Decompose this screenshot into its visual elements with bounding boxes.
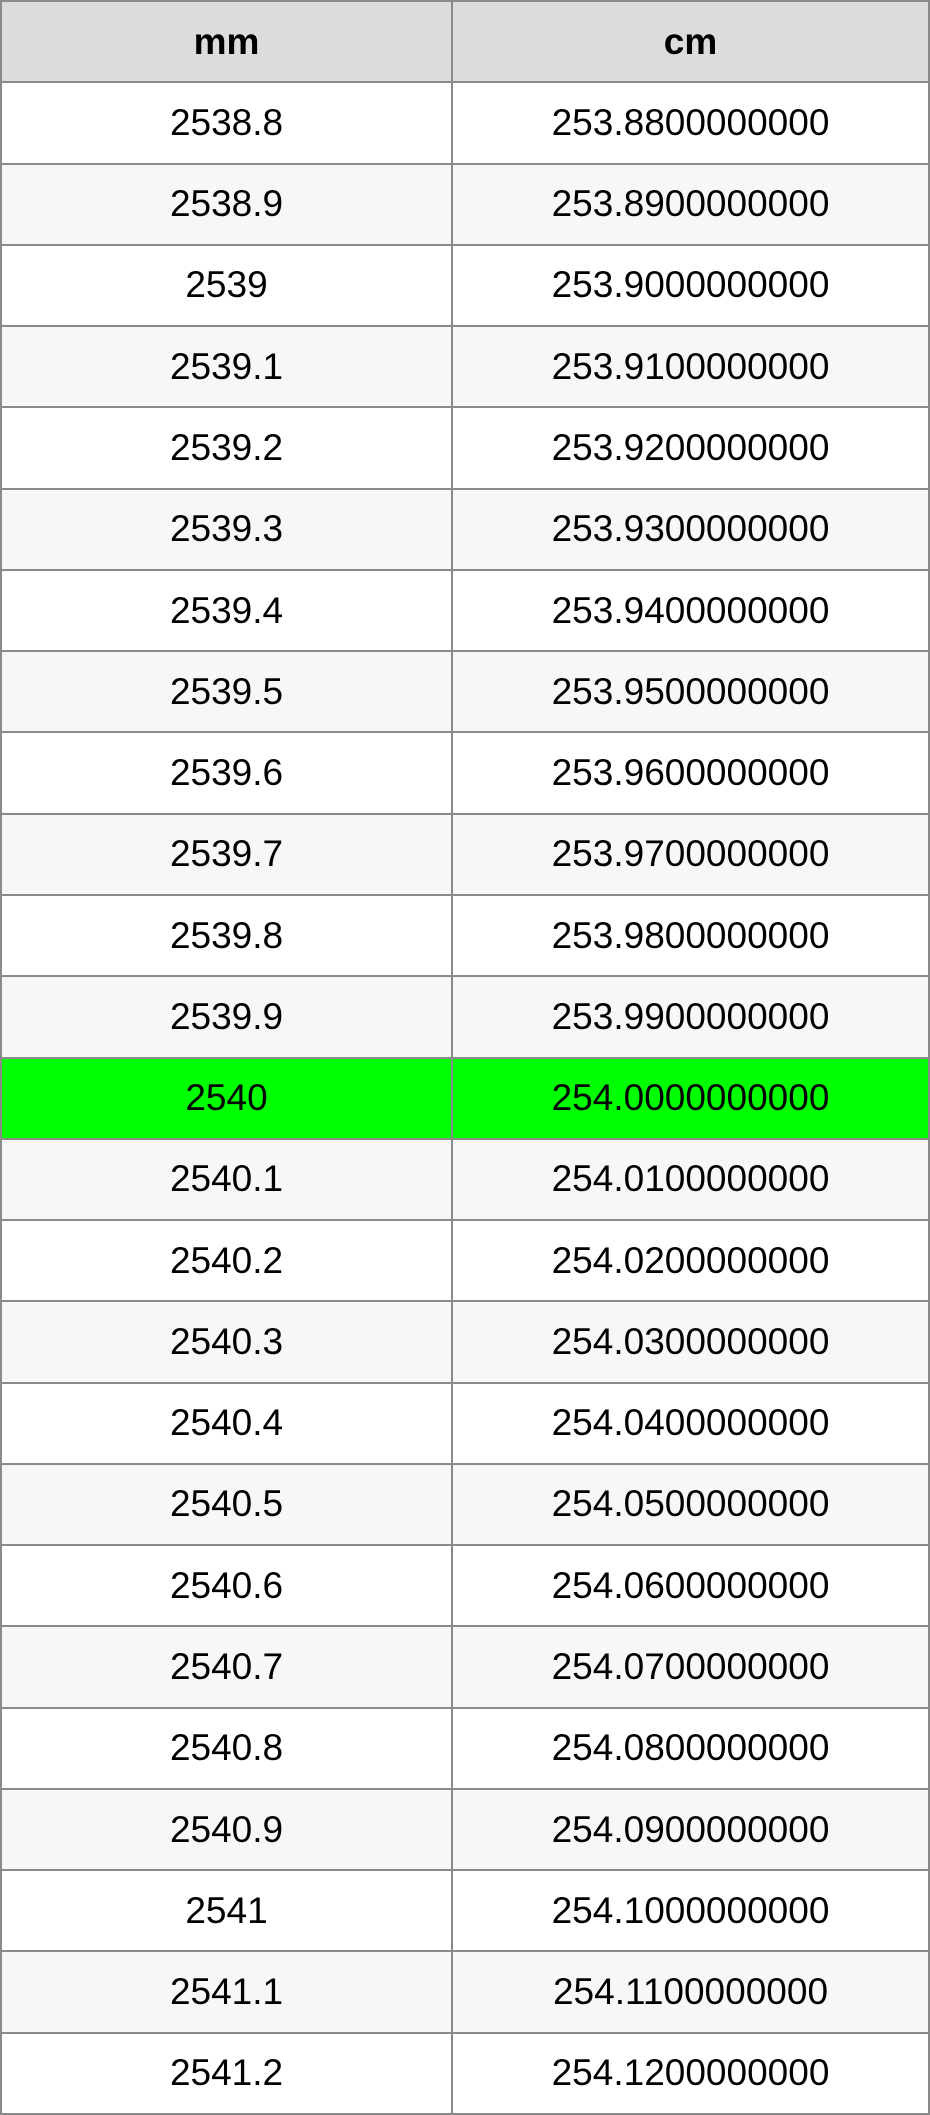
table-cell: 2538.9 [2,164,452,244]
table-cell: 2540.6 [2,1546,452,1626]
table-cell: 2540.3 [2,1302,452,1382]
table-cell: 254.0600000000 [453,1546,928,1626]
table-cell: 2539.9 [2,977,452,1057]
table-cell: 254.0500000000 [453,1464,928,1545]
table-cell: 2539.6 [2,733,452,813]
table-cell: 254.0100000000 [453,1139,928,1220]
table-cell: 254.0000000000 [453,1058,928,1138]
table-cell: 254.0700000000 [453,1627,928,1707]
header-cell: mm [2,2,452,82]
table-cell: 2540.8 [2,1708,452,1788]
table-cell: 254.1000000000 [453,1871,928,1951]
table-cell: 2540.9 [2,1789,452,1870]
table-cell: 254.1200000000 [453,2033,928,2113]
table-cell: 253.9600000000 [453,733,928,813]
table-cell: 2540.7 [2,1627,452,1707]
table-cell: 2539.3 [2,489,452,569]
table-cell: 254.0200000000 [453,1221,928,1301]
table-cell: 253.9800000000 [453,895,928,976]
table-cell: 253.9200000000 [453,408,928,488]
table-cell: 253.9000000000 [453,245,928,326]
table-cell: 2540 [2,1058,452,1138]
table-cell: 254.0800000000 [453,1708,928,1788]
table-cell: 254.1100000000 [453,1952,928,2032]
table-cell: 253.9400000000 [453,570,928,651]
table-cell: 2539 [2,245,452,326]
table-cell: 2540.1 [2,1139,452,1220]
table-cell: 2540.4 [2,1383,452,1463]
table-cell: 253.9300000000 [453,489,928,569]
table-cell: 2540.2 [2,1221,452,1301]
table-cell: 253.9100000000 [453,327,928,407]
table-cell: 2539.2 [2,408,452,488]
table-cell: 2539.1 [2,327,452,407]
header-cell: cm [453,2,928,82]
table-cell: 2541.2 [2,2033,452,2113]
table-cell: 253.8800000000 [453,83,928,163]
table-cell: 253.8900000000 [453,164,928,244]
table-cell: 2540.5 [2,1464,452,1545]
table-cell: 253.9900000000 [453,977,928,1057]
table-cell: 2541.1 [2,1952,452,2032]
table-cell: 253.9500000000 [453,652,928,732]
table-cell: 254.0900000000 [453,1789,928,1870]
table-cell: 2539.5 [2,652,452,732]
table-cell: 2539.7 [2,814,452,894]
table-cell: 2538.8 [2,83,452,163]
table-cell: 254.0300000000 [453,1302,928,1382]
table-cell: 2541 [2,1871,452,1951]
table-cell: 2539.4 [2,570,452,651]
table-cell: 253.9700000000 [453,814,928,894]
table-cell: 2539.8 [2,895,452,976]
table-cell: 254.0400000000 [453,1383,928,1463]
